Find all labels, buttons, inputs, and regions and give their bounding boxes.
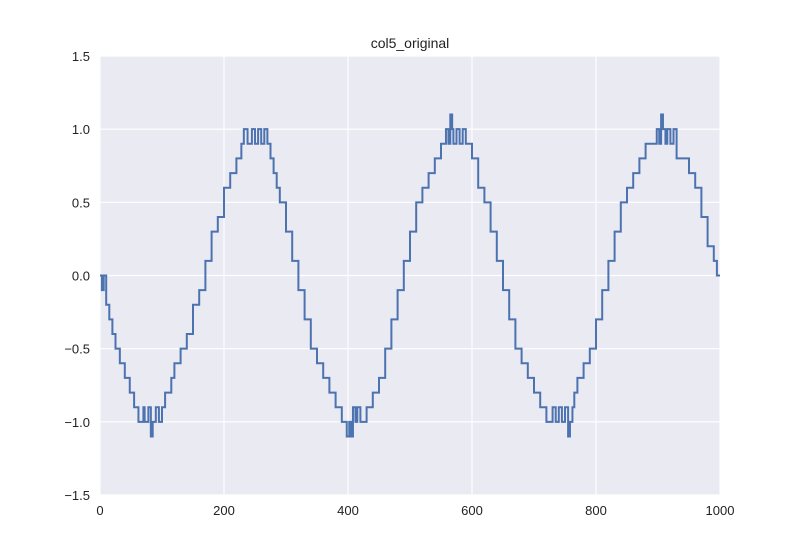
x-tick-label: 1000 [706,503,735,518]
y-tick-label: −1.5 [64,488,90,503]
series-line [100,113,720,438]
y-tick-label: 1.5 [72,49,90,64]
y-tick-label: 0.5 [72,195,90,210]
series-group [100,113,720,438]
x-tick-label: 800 [585,503,607,518]
y-tick-label: 1.0 [72,122,90,137]
y-tick-label: 0.0 [72,269,90,284]
grid-lines [99,55,721,496]
y-tick-label: −0.5 [64,342,90,357]
x-tick-label: 200 [213,503,235,518]
x-tick-label: 0 [96,503,103,518]
x-tick-label: 600 [461,503,483,518]
x-tick-label: 400 [337,503,359,518]
y-tick-label: −1.0 [64,415,90,430]
y-axis-ticks: −1.5 −1.0 −0.5 0.0 0.5 1.0 1.5 [64,49,90,503]
chart-title: col5_original [371,35,450,51]
x-axis-ticks: 0 200 400 600 800 1000 [96,503,734,518]
